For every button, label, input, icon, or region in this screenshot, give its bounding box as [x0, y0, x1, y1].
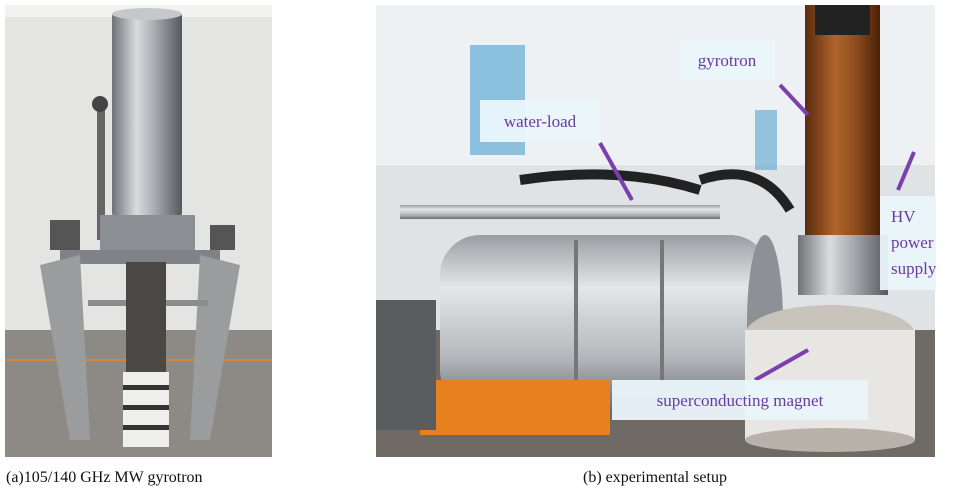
- label-magnet: superconducting magnet: [657, 391, 824, 410]
- label-hv: supply: [891, 259, 937, 278]
- caption: (b) experimental setup: [583, 469, 727, 486]
- label-hv: power: [891, 233, 934, 252]
- photo-gyrotron: [5, 5, 272, 457]
- label-gyrotron: gyrotron: [698, 51, 757, 70]
- label-water-load: water-load: [504, 112, 577, 131]
- label-hv: HV: [891, 207, 916, 226]
- figure: (a)105/140 GHz MW gyrotron gyrotro: [0, 0, 963, 491]
- caption: (a)105/140 GHz MW gyrotron: [6, 469, 203, 486]
